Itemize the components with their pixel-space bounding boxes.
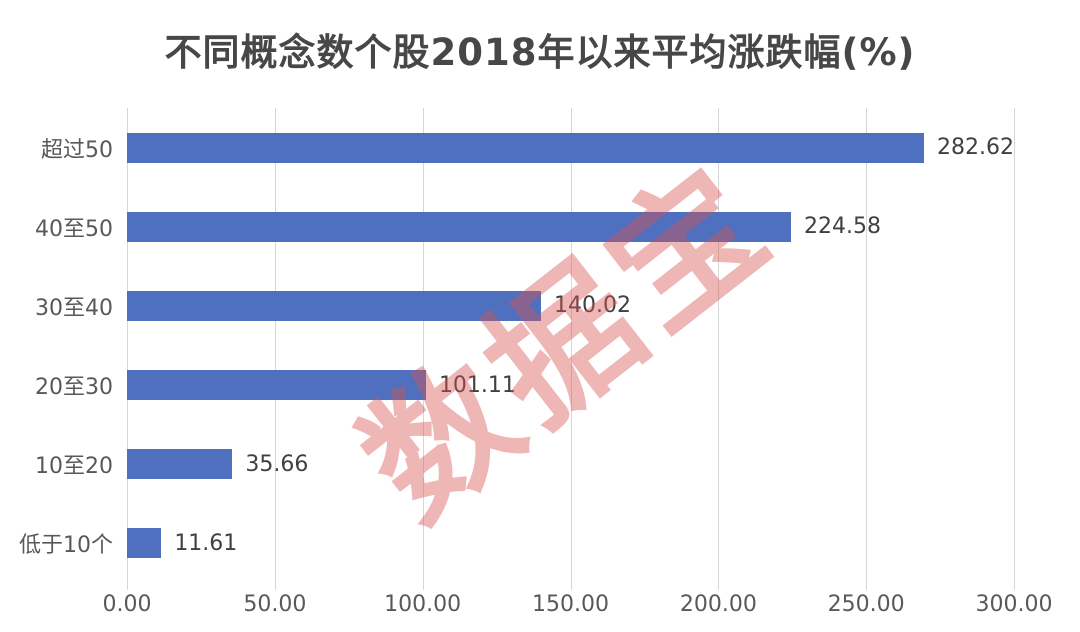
value-label: 11.61 [174,530,238,556]
bar [127,132,925,163]
bar [127,211,791,242]
bar [127,449,233,480]
x-tick-label: 0.00 [102,592,152,617]
x-tick-label: 200.00 [679,592,757,617]
bar [127,528,162,559]
x-tick-label: 50.00 [243,592,307,617]
x-tick-label: 250.00 [827,592,905,617]
gridline [1014,108,1015,590]
category-label: 30至40 [35,295,113,321]
bar-row: 40至50 224.58 [35,187,1014,266]
bar [127,290,541,321]
gridline [570,108,572,590]
category-label: 20至30 [35,375,113,401]
value-label: 35.66 [245,451,309,477]
bar [127,370,426,401]
category-label: 10至20 [35,454,113,480]
bar-row: 20至30 101.11 [35,346,1014,425]
category-label: 40至50 [35,216,113,242]
gridline [274,108,276,590]
bar-row: 30至40 140.02 [35,266,1014,345]
gridline [422,108,424,590]
bar-row: 低于10个 11.61 [19,504,1014,583]
category-label: 超过50 [41,137,113,163]
gridline [866,108,868,590]
chart-title: 不同概念数个股2018年以来平均涨跌幅(%) [164,31,916,74]
x-tick-label: 100.00 [384,592,462,617]
x-axis: 0.00 50.00 100.00 150.00 200.00 250.00 300.00 [103,592,1053,624]
x-tick-label: 150.00 [532,592,609,617]
value-label: 282.62 [937,135,1014,161]
gridline [718,108,720,590]
gridline [127,108,128,590]
plot-area: 超过50 282.62 40至50 224.58 30至40 140.02 20至30 101… [19,108,1015,590]
x-tick-label: 300.00 [975,592,1053,617]
category-label: 低于10个 [19,533,113,559]
bar-row: 10至20 35.66 [35,425,1014,504]
value-label: 140.02 [553,293,631,319]
value-label: 224.58 [804,214,881,240]
bar-row: 超过50 282.62 [41,108,1014,187]
value-label: 101.11 [438,372,516,398]
